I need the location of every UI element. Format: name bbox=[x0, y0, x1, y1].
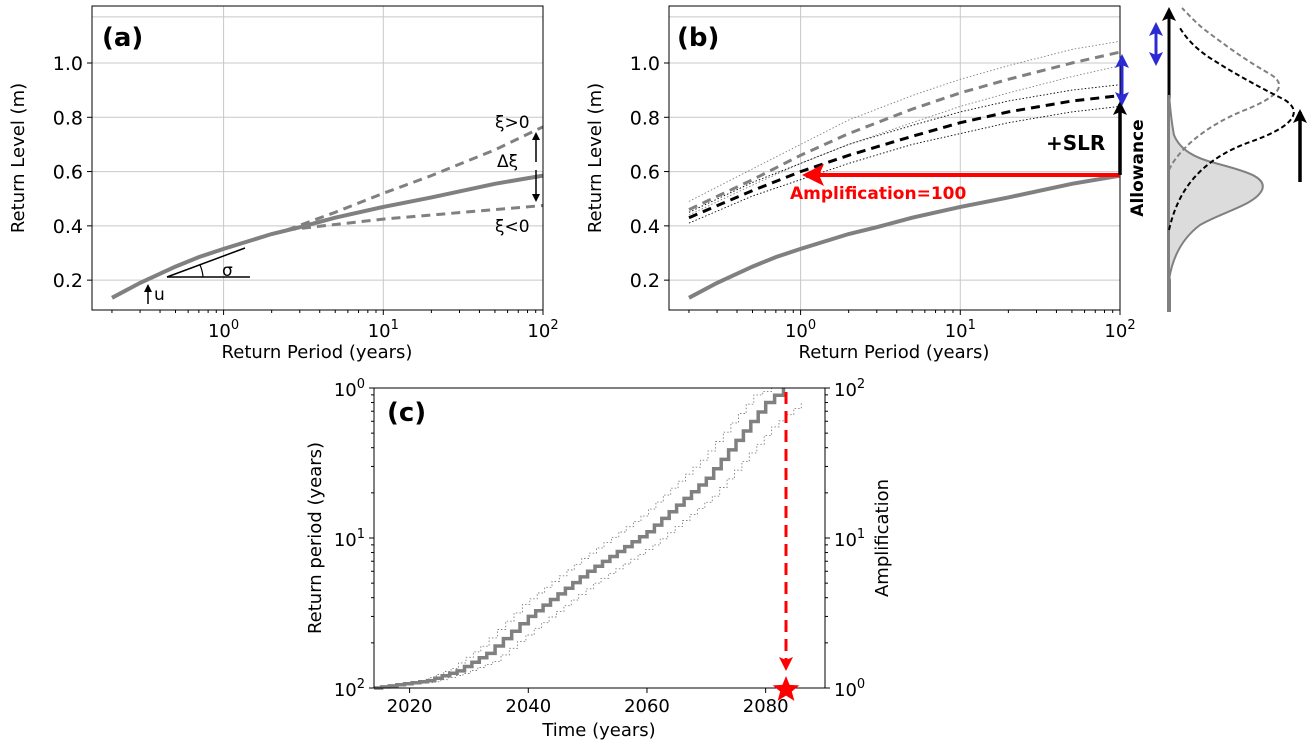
panel-b-label: (b) bbox=[677, 23, 719, 53]
y-tick-label: 0.8 bbox=[53, 107, 83, 129]
y-tick-label: 0.6 bbox=[53, 162, 83, 184]
x-tick-label: 2040 bbox=[505, 696, 551, 717]
series-line-dashed bbox=[688, 94, 1121, 220]
series-line-solid bbox=[688, 173, 1121, 300]
amplification-label: Amplification=100 bbox=[790, 184, 966, 204]
panel-a-ylabel: Return Level (m) bbox=[8, 83, 29, 233]
panel-a-frame bbox=[91, 5, 544, 311]
series-line-dotted bbox=[688, 105, 1121, 224]
threshold-star-marker bbox=[772, 676, 800, 701]
panel-c-series bbox=[374, 388, 802, 690]
panel-a-series bbox=[111, 125, 544, 300]
future-distribution-gray bbox=[1168, 7, 1281, 171]
panel-c-frame bbox=[373, 387, 826, 689]
y-tick-label: 0.4 bbox=[630, 216, 660, 238]
allowance-label: Allowance bbox=[1128, 119, 1148, 216]
x-tick-label: 102 bbox=[527, 318, 558, 342]
y-tick-label: 1.0 bbox=[630, 53, 660, 75]
y-tick-label-right: 102 bbox=[834, 377, 865, 401]
delta-xi-label: Δξ bbox=[497, 152, 518, 172]
panel-c-ylabel-right: Amplification bbox=[872, 479, 893, 597]
panel-b-grid bbox=[669, 6, 1121, 310]
xi-positive-label: ξ>0 bbox=[495, 113, 530, 133]
x-tick-label: 102 bbox=[1104, 318, 1135, 342]
future-distribution-black bbox=[1168, 27, 1295, 231]
series-line-dashed bbox=[286, 204, 544, 232]
panel-c-ticks: 2020 2040 2060 2080 102 101 100 100 101 102 bbox=[334, 377, 865, 717]
series-line-dashed bbox=[688, 50, 1121, 211]
y-tick-label-left: 101 bbox=[334, 527, 365, 551]
y-tick-label: 0.8 bbox=[630, 107, 660, 129]
slr-label: +SLR bbox=[1046, 131, 1105, 155]
panel-c-label: (c) bbox=[387, 398, 426, 428]
series-line-solid bbox=[111, 173, 544, 300]
panel-c-ylabel-left: Return period (years) bbox=[305, 442, 326, 634]
panel-c-xlabel: Time (years) bbox=[541, 720, 655, 741]
panel-b-ticks: 100 101 102 0.2 0.4 0.6 0.8 1.0 bbox=[630, 53, 1136, 342]
xi-negative-label: ξ<0 bbox=[495, 217, 530, 237]
series-line-dotted bbox=[688, 65, 1121, 216]
panel-a-xlabel: Return Period (years) bbox=[222, 342, 413, 363]
sigma-label: σ bbox=[222, 261, 233, 281]
series-line-dotted bbox=[374, 402, 802, 689]
x-tick-label: 100 bbox=[208, 318, 239, 342]
series-line-dotted bbox=[374, 388, 773, 689]
x-tick-label: 101 bbox=[368, 318, 399, 342]
panel-b-ylabel: Return Level (m) bbox=[585, 83, 606, 233]
x-tick-label: 100 bbox=[785, 318, 816, 342]
y-tick-label: 1.0 bbox=[53, 53, 83, 75]
y-tick-label-right: 101 bbox=[834, 527, 865, 551]
x-tick-label: 2080 bbox=[743, 696, 789, 717]
panel-a-ticks: 100 101 102 0.2 0.4 0.6 0.8 1.0 bbox=[53, 53, 559, 342]
y-tick-label: 0.6 bbox=[630, 162, 660, 184]
panel-c: 2020 2040 2060 2080 102 101 100 100 101 102 (c) T… bbox=[305, 377, 893, 741]
sigma-angle-arc bbox=[199, 264, 204, 278]
series-line-dotted bbox=[688, 40, 1121, 202]
y-tick-label: 0.2 bbox=[53, 270, 83, 292]
y-tick-label: 0.2 bbox=[630, 270, 660, 292]
panel-b-xlabel: Return Period (years) bbox=[799, 342, 990, 363]
series-line-solid bbox=[374, 388, 786, 690]
panel-b-frame bbox=[668, 5, 1121, 311]
distribution-inset bbox=[1149, 7, 1307, 312]
panel-a: 100 101 102 0.2 0.4 0.6 0.8 1.0 (a) Return Peri… bbox=[8, 5, 559, 363]
panel-a-label: (a) bbox=[102, 23, 143, 53]
y-tick-label-left: 100 bbox=[334, 377, 365, 401]
series-line-dashed bbox=[286, 125, 544, 232]
y-tick-label: 0.4 bbox=[53, 216, 83, 238]
x-tick-label: 2020 bbox=[387, 696, 433, 717]
x-tick-label: 2060 bbox=[624, 696, 670, 717]
sigma-slope bbox=[166, 247, 246, 278]
u-label: u bbox=[154, 285, 165, 305]
panel-b: 100 101 102 0.2 0.4 0.6 0.8 1.0 (b) Return Peri… bbox=[585, 5, 1148, 363]
y-tick-label-right: 100 bbox=[834, 677, 865, 701]
series-line-dotted bbox=[688, 84, 1121, 213]
x-tick-label: 101 bbox=[945, 318, 976, 342]
present-distribution-fill bbox=[1168, 94, 1264, 312]
y-tick-label-left: 102 bbox=[334, 677, 365, 701]
panel-b-series bbox=[688, 40, 1121, 300]
